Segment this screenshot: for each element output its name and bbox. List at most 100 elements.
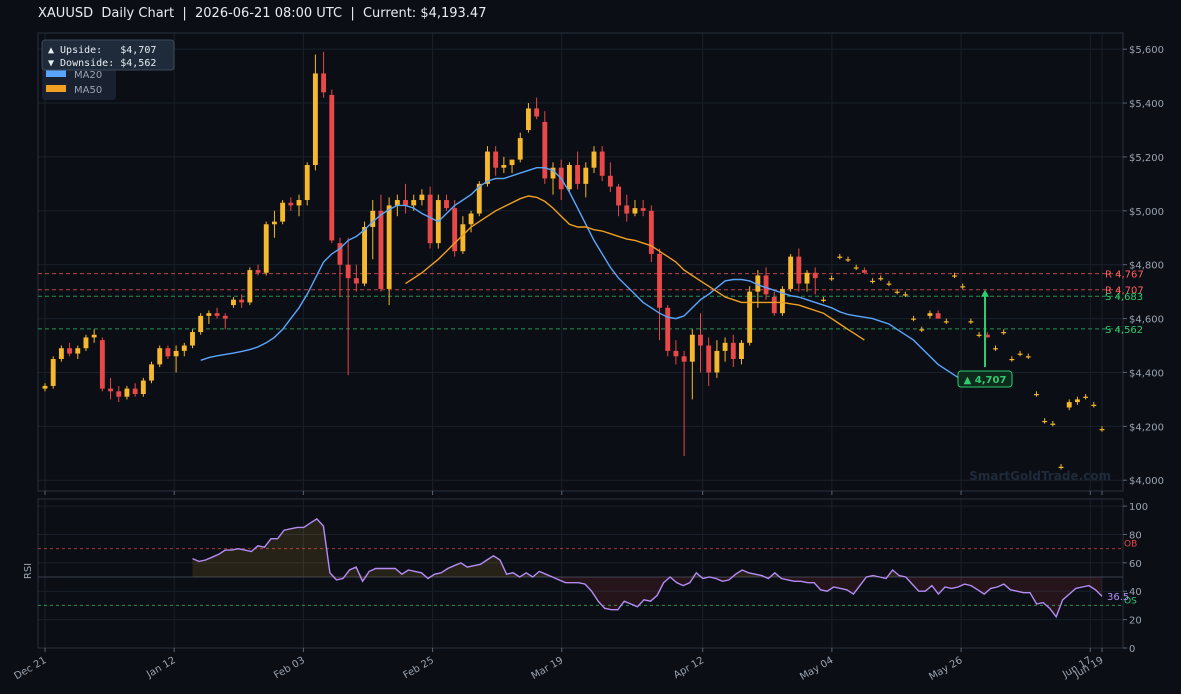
candle-body [140, 380, 146, 395]
candle-body [771, 297, 777, 314]
candle-body [542, 121, 548, 179]
candle-body [616, 186, 622, 206]
candle-body [173, 350, 179, 357]
candlestick-series [42, 51, 1105, 470]
candle-body [935, 313, 941, 319]
candle-body [1042, 420, 1048, 423]
candle-body [296, 200, 302, 206]
candle-body [452, 208, 458, 252]
candle-body [632, 208, 638, 214]
candle-body [509, 159, 515, 166]
candle-body [739, 342, 744, 359]
candle-body [427, 194, 433, 244]
candle-body [50, 358, 56, 386]
candle-body [796, 256, 802, 284]
candle-body [222, 315, 228, 319]
candle-body [648, 210, 654, 254]
candle-body [362, 226, 367, 284]
candle-body [755, 275, 761, 292]
candle-body [993, 348, 998, 350]
candle-body [894, 291, 900, 293]
candle-body [444, 200, 449, 209]
candle-body [911, 318, 916, 320]
candle-body [665, 307, 671, 351]
candle-body [370, 210, 376, 227]
candle-body [91, 334, 97, 338]
date-tick-label: Mar 19 [530, 655, 566, 682]
ma50-legend-label: MA50 [74, 85, 102, 96]
candle-body [378, 210, 384, 289]
candle-body [67, 348, 73, 354]
candle-body [829, 278, 835, 280]
date-tick-label: Dec 21 [12, 655, 48, 682]
candle-body [763, 275, 769, 295]
candle-body [1025, 356, 1031, 358]
candle-body [1017, 353, 1023, 355]
candle-body [1066, 402, 1072, 408]
target-label: ▲ 4,707 [964, 375, 1007, 386]
candle-body [58, 348, 64, 359]
candle-body [919, 329, 925, 331]
candle-body [902, 294, 908, 296]
rsi-tick-label: 60 [1129, 559, 1142, 570]
level-label: R 4,707 [1105, 286, 1144, 297]
candle-body [411, 200, 417, 206]
candle-body [927, 313, 933, 316]
candle-body [468, 213, 474, 225]
candle-body [984, 334, 990, 338]
candle-body [566, 165, 572, 190]
date-tick-label: Jan 12 [144, 655, 177, 681]
candle-body [124, 388, 130, 397]
candle-body [460, 224, 466, 252]
level-label: S 4,683 [1105, 292, 1143, 303]
candle-body [943, 321, 949, 323]
rsi-os-label: OS [1124, 596, 1137, 606]
candle-body [321, 73, 327, 93]
candle-body [1058, 466, 1064, 468]
candle-body [312, 73, 318, 166]
candle-body [419, 194, 425, 201]
rsi-current-label: 36.5 [1107, 592, 1129, 603]
candle-body [1001, 332, 1007, 334]
candle-body [657, 253, 662, 308]
candle-body [575, 165, 581, 184]
candle-body [165, 348, 171, 357]
candle-body [845, 259, 851, 261]
candle-body [722, 342, 728, 351]
candle-body [583, 167, 589, 184]
candle-body [1009, 358, 1015, 361]
candle-body [517, 138, 523, 160]
candle-body [730, 342, 736, 359]
price-tick-label: $5,200 [1129, 153, 1164, 164]
target-arrow: ▲ 4,707 [957, 289, 1013, 388]
candle-body [673, 350, 679, 357]
candle-body [288, 202, 294, 206]
candle-body [42, 385, 48, 389]
upside-label: ▲ Upside: $4,707 [48, 45, 156, 56]
price-tick-label: $4,200 [1129, 422, 1164, 433]
price-tick-label: $4,800 [1129, 261, 1164, 272]
candle-body [206, 313, 212, 316]
candle-body [239, 299, 245, 303]
candle-body [255, 270, 261, 273]
candle-body [149, 364, 154, 381]
candle-body [476, 183, 482, 214]
candle-body [681, 356, 687, 362]
price-panel-frame [37, 32, 1124, 492]
candle-body [525, 108, 531, 130]
candle-body [99, 340, 105, 389]
candle-body [706, 345, 712, 373]
candle-body [116, 391, 122, 397]
rsi-above-fill [192, 518, 1102, 578]
target-arrow-head [981, 289, 989, 297]
candle-body [870, 280, 876, 283]
watermark-text: SmartGoldTrade.com [969, 469, 1111, 483]
rsi-tick-label: 0 [1129, 644, 1135, 655]
price-tick-label: $4,600 [1129, 315, 1164, 326]
level-label: R 4,767 [1105, 270, 1144, 281]
ma50-swatch [46, 85, 66, 92]
candle-body [1091, 404, 1097, 406]
candle-body [485, 151, 490, 184]
candle-body [550, 167, 556, 179]
